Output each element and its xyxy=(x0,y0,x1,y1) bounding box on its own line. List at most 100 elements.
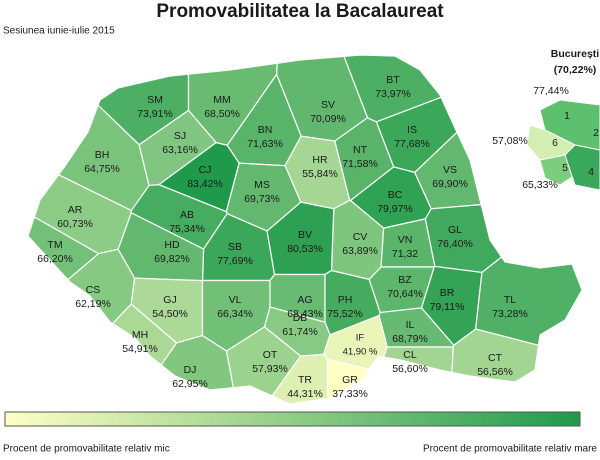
county-code: VN xyxy=(398,234,413,246)
legend-high: Procent de promovabilitate relativ mare xyxy=(423,444,597,455)
county-value: 54,91% xyxy=(122,343,158,355)
county-value: 69,82% xyxy=(154,253,190,265)
county-code: VL xyxy=(229,294,242,306)
county-code: AR xyxy=(68,204,83,216)
county-value: 70,64% xyxy=(387,288,423,300)
county-value: 55,84% xyxy=(302,168,338,180)
county-code: BN xyxy=(258,124,273,136)
county-code: BV xyxy=(298,229,312,241)
county-code: OT xyxy=(263,349,278,361)
county-code: CS xyxy=(86,284,101,296)
county xyxy=(475,256,583,347)
subtitle: Sesiunea iunie-iulie 2015 xyxy=(3,26,115,37)
county-code: MS xyxy=(254,179,270,191)
county-value: 56,60% xyxy=(392,363,428,375)
county-value: 76,40% xyxy=(437,238,473,250)
county-code: IF xyxy=(356,333,365,344)
county-value: 71,63% xyxy=(247,138,283,150)
sector: 5 xyxy=(562,162,568,174)
county-code: BR xyxy=(440,287,455,299)
county-code: MH xyxy=(132,329,148,341)
county-code: AG xyxy=(297,294,312,306)
county-value: 79,97% xyxy=(377,203,413,215)
county-code: DB xyxy=(293,312,308,324)
sector-value: 65,33% xyxy=(522,179,558,191)
legend-low: Procent de promovabilitate relativ mic xyxy=(3,444,170,455)
county-value: 68,50% xyxy=(204,108,240,120)
county-code: SM xyxy=(147,94,163,106)
county-value: 80,53% xyxy=(287,243,323,255)
county-code: CL xyxy=(403,349,417,361)
county-code: BT xyxy=(386,74,400,86)
county-value: 37,33% xyxy=(332,388,368,400)
county-value: 64,75% xyxy=(84,163,120,175)
county-value: 75,34% xyxy=(169,223,205,235)
county-code: TL xyxy=(504,294,516,306)
county-code: BZ xyxy=(398,274,412,286)
county-value: 77,69% xyxy=(217,255,253,267)
county-code: IS xyxy=(407,124,417,136)
county-code: GR xyxy=(342,374,358,386)
bucharest-inset: București (70,22%) 1 2 6 5 4 77,44% 57,0… xyxy=(492,48,600,191)
county-value: 62,19% xyxy=(75,298,111,310)
title: Promovabilitatea la Bacalaureat xyxy=(156,1,444,22)
county-value: 62,95% xyxy=(172,378,208,390)
county-code: GL xyxy=(448,224,462,236)
sector: 6 xyxy=(552,137,558,149)
county-code: TR xyxy=(298,374,312,386)
county-code: AB xyxy=(180,209,194,221)
county-value: 66,34% xyxy=(217,308,253,320)
bucharest-name: București xyxy=(551,48,600,60)
sector: 1 xyxy=(564,110,570,122)
county-value: 69,90% xyxy=(432,178,468,190)
county-value: 66,20% xyxy=(37,253,73,265)
county-value: 73,91% xyxy=(137,108,173,120)
county xyxy=(160,334,235,391)
county-value: 69,73% xyxy=(244,193,280,205)
county-code: IL xyxy=(406,319,415,331)
county-code: VS xyxy=(443,164,457,176)
county-code: CT xyxy=(488,352,503,364)
county-code: CJ xyxy=(199,164,212,176)
sector-value: 77,44% xyxy=(533,85,569,97)
county-code: SV xyxy=(321,99,335,111)
county-code: DJ xyxy=(184,364,197,376)
counties: SM 73,91% MM 68,50% BT 73,97% SV 70,09% BH 64,75%… xyxy=(27,54,583,405)
county-value: 41,90 % xyxy=(343,347,378,358)
county-value: 63,89% xyxy=(342,245,378,257)
county xyxy=(326,358,371,400)
county-value: 63,16% xyxy=(162,144,198,156)
county-value: 70,09% xyxy=(310,113,346,125)
bucharest-value: (70,22%) xyxy=(554,64,597,76)
county-value: 56,56% xyxy=(477,366,513,378)
county-code: HD xyxy=(164,239,180,251)
county-value: 75,52% xyxy=(327,308,363,320)
county-code: CV xyxy=(353,231,368,243)
county-value: 79,11% xyxy=(430,301,465,313)
county-code: PH xyxy=(338,294,353,306)
county-value: 77,68% xyxy=(394,138,430,150)
county-value: 83,42% xyxy=(187,178,223,190)
county-value: 54,50% xyxy=(152,308,188,320)
county-code: BC xyxy=(388,189,403,201)
county-value: 73,28% xyxy=(492,308,528,320)
sector-value: 57,08% xyxy=(492,135,528,147)
county-code: SJ xyxy=(174,130,186,142)
legend-bar xyxy=(4,411,581,427)
county-value: 57,93% xyxy=(252,363,288,375)
county-code: HR xyxy=(312,154,328,166)
county-value: 44,31% xyxy=(287,388,323,400)
county-code: MM xyxy=(213,94,231,106)
sector-shape xyxy=(539,154,576,186)
county-value: 61,74% xyxy=(282,326,318,338)
county-code: TM xyxy=(47,239,62,251)
county-value: 73,97% xyxy=(375,88,411,100)
county-value: 68,79% xyxy=(392,333,428,345)
sector: 2 xyxy=(593,127,599,139)
county-value: 71,32 xyxy=(392,248,418,260)
county-code: SB xyxy=(228,241,242,253)
county xyxy=(451,328,540,383)
sector: 4 xyxy=(588,166,594,178)
county-code: GJ xyxy=(163,294,176,306)
